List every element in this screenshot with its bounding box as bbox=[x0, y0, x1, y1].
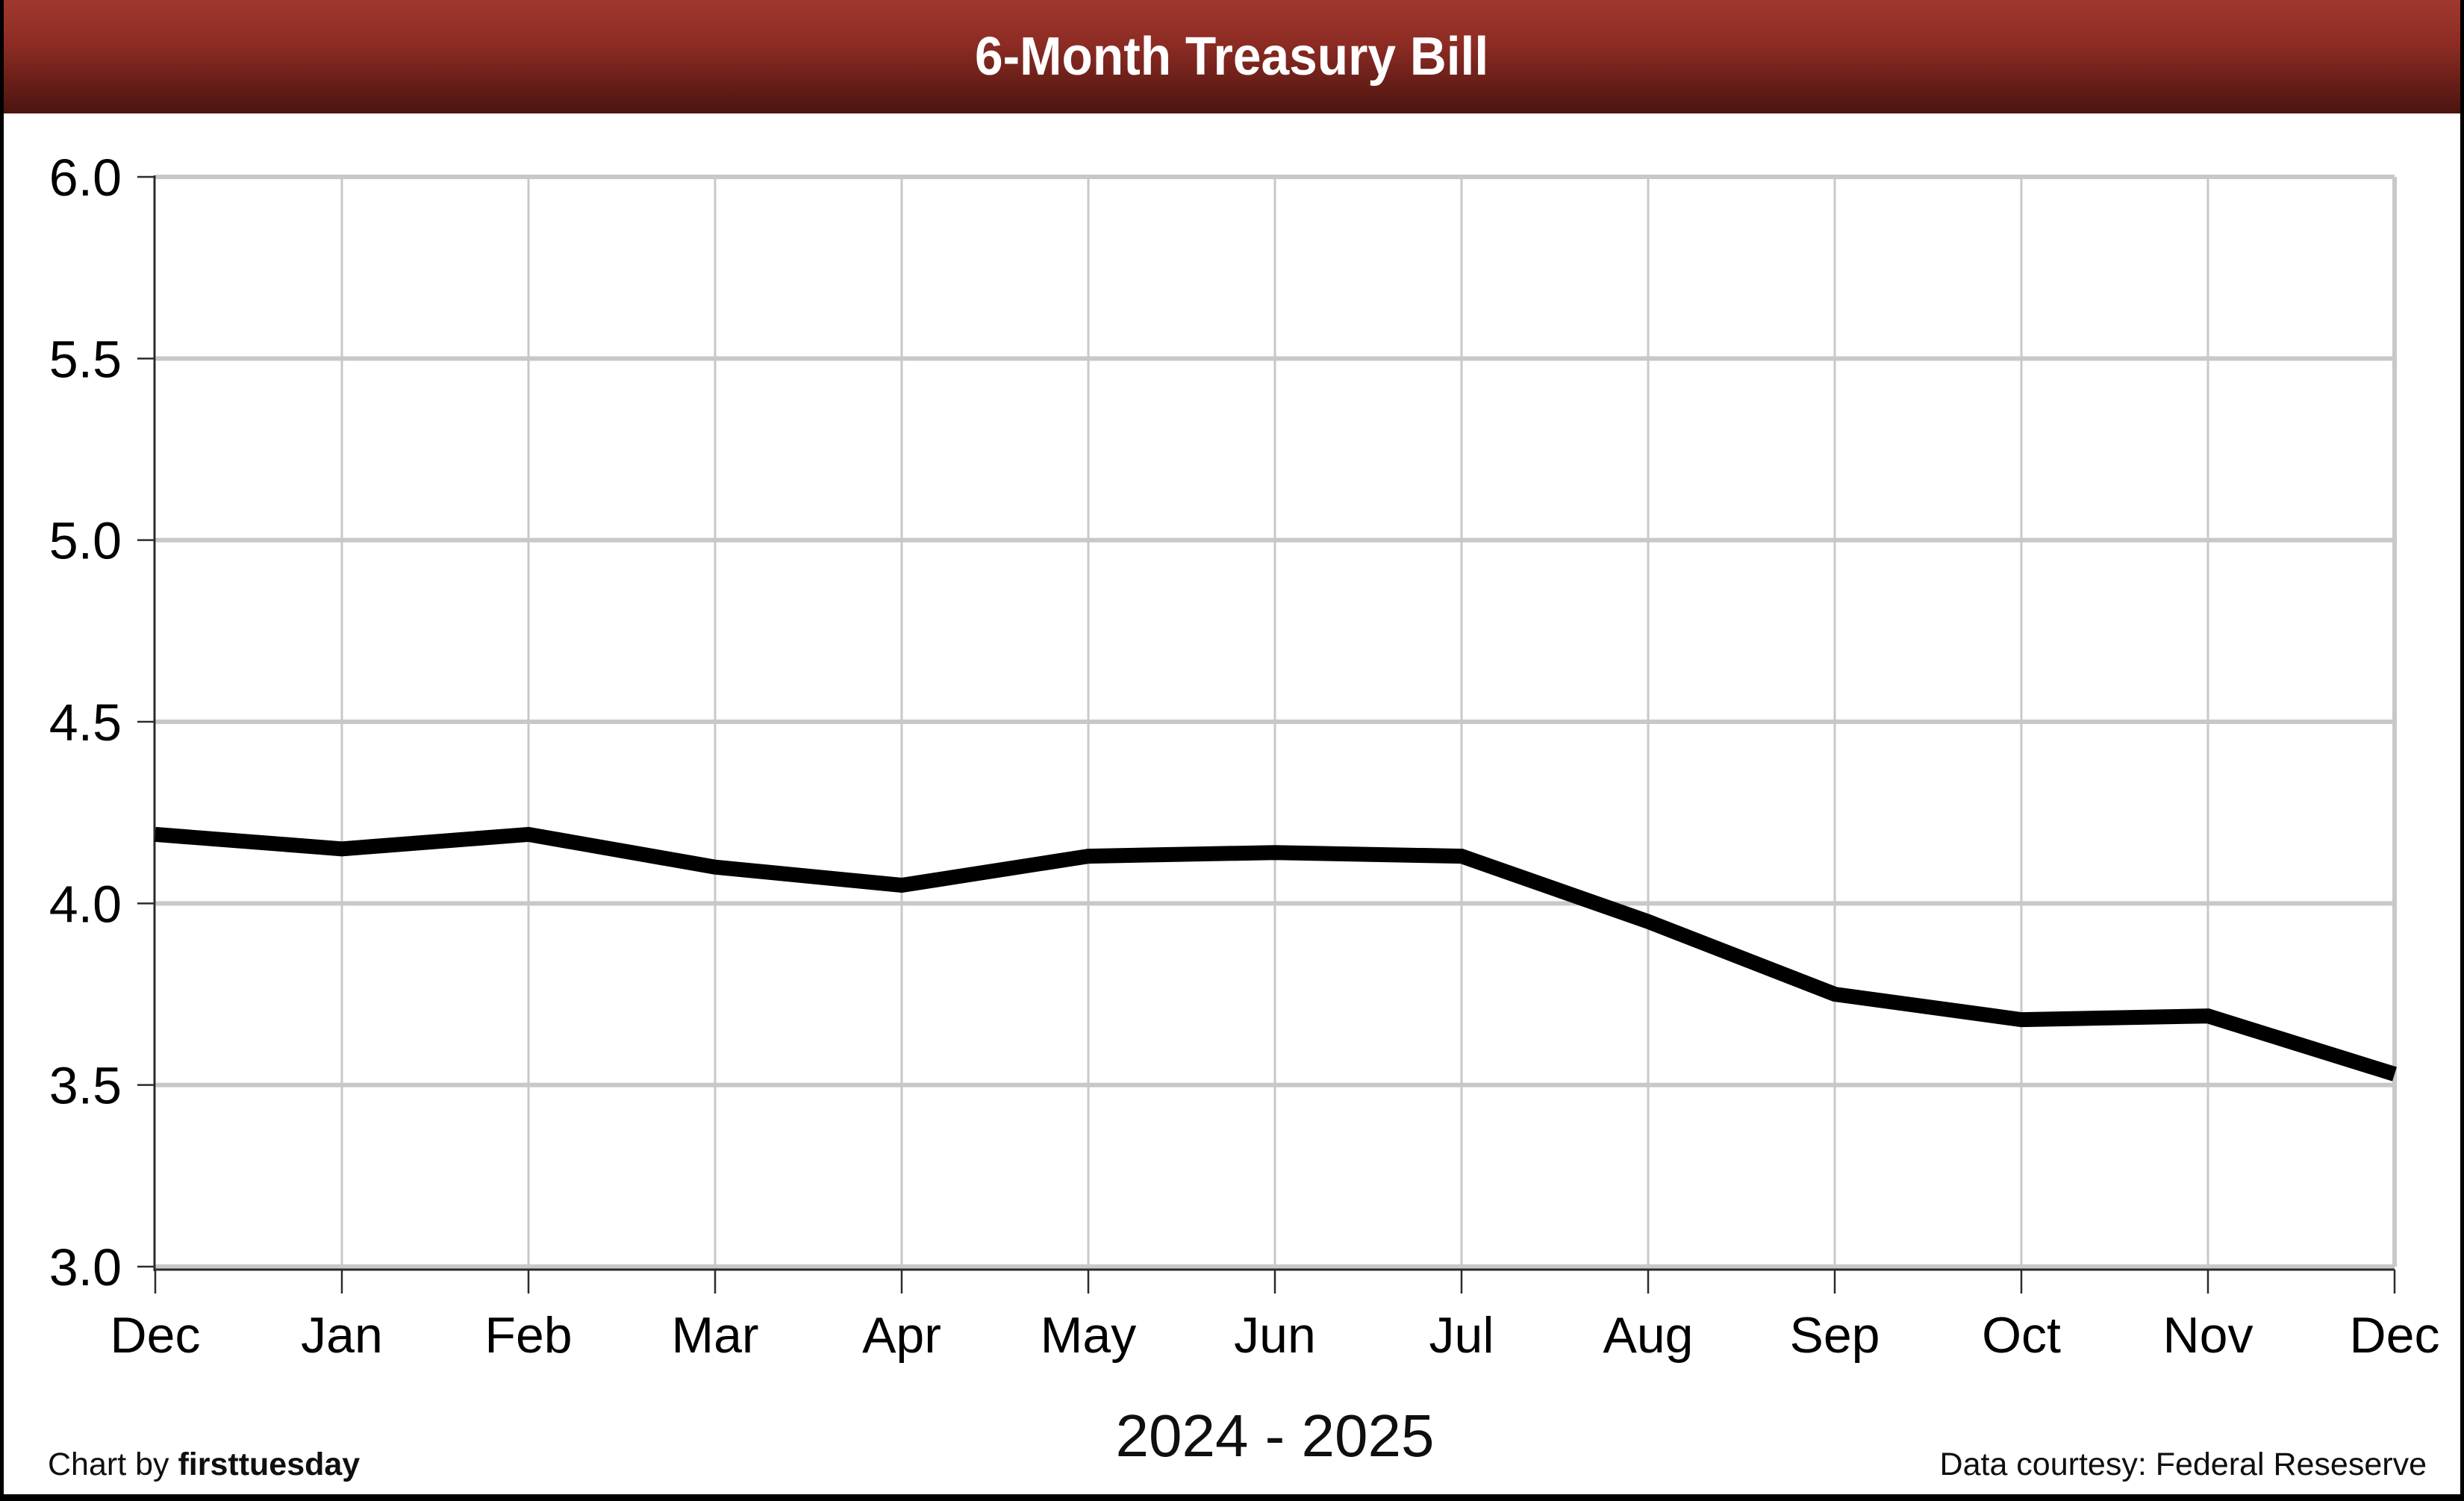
credit-data-courtesy: Data courtesy: Federal Reseserve bbox=[1939, 1447, 2427, 1482]
y-axis-tick-label: 3.0 bbox=[49, 1238, 122, 1296]
chart-header: 6-Month Treasury Bill bbox=[0, 0, 2464, 113]
credit-prefix-text: Chart by bbox=[48, 1447, 178, 1482]
frame-border-left bbox=[0, 0, 4, 1501]
x-axis-tick-label: Jun bbox=[1234, 1307, 1316, 1364]
x-axis-tick-label: Oct bbox=[1982, 1307, 2061, 1364]
x-axis-tick-label: Feb bbox=[484, 1307, 572, 1364]
x-axis-tick-label: Sep bbox=[1790, 1307, 1880, 1364]
x-axis-tick-label: Mar bbox=[671, 1307, 758, 1364]
y-axis-tick-label: 3.5 bbox=[49, 1057, 122, 1115]
y-axis-tick-label: 5.5 bbox=[49, 330, 122, 388]
x-axis-tick-label: Dec bbox=[2350, 1307, 2440, 1364]
x-axis-tick-label: Dec bbox=[110, 1307, 201, 1364]
y-axis-tick-label: 4.0 bbox=[49, 875, 122, 933]
x-axis-tick-label: Jul bbox=[1429, 1307, 1494, 1364]
credit-chart-by: Chart by firsttuesday bbox=[48, 1447, 360, 1483]
y-axis-tick-label: 6.0 bbox=[49, 149, 122, 207]
treasury-bill-series-line bbox=[155, 826, 2397, 1082]
frame-border-right bbox=[2460, 0, 2464, 1501]
x-axis-tick-label: Apr bbox=[862, 1307, 941, 1364]
y-axis-tick-label: 5.0 bbox=[49, 512, 122, 570]
x-axis-tick-label: Nov bbox=[2163, 1307, 2254, 1364]
x-axis-tick-label: Aug bbox=[1603, 1307, 1694, 1364]
credit-brand-text: firsttuesday bbox=[178, 1447, 361, 1482]
x-axis-tick-label: Jan bbox=[301, 1307, 383, 1364]
chart-title: 6-Month Treasury Bill bbox=[975, 27, 1489, 87]
y-axis-tick-label: 4.5 bbox=[49, 693, 122, 752]
frame-border-bottom bbox=[0, 1494, 2464, 1501]
x-axis-tick-label: May bbox=[1041, 1307, 1136, 1364]
x-axis-period-label: 2024 - 2025 bbox=[1115, 1402, 1435, 1469]
